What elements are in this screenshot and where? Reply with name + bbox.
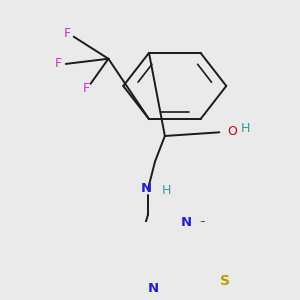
- Text: N: N: [140, 182, 152, 195]
- Text: H: H: [162, 184, 171, 197]
- Text: N: N: [147, 283, 158, 296]
- Text: F: F: [83, 82, 90, 95]
- Text: F: F: [64, 27, 71, 40]
- Text: F: F: [54, 57, 61, 70]
- Text: O: O: [227, 125, 237, 138]
- Text: S: S: [220, 274, 230, 288]
- Text: H: H: [241, 122, 250, 135]
- Text: N: N: [181, 216, 192, 229]
